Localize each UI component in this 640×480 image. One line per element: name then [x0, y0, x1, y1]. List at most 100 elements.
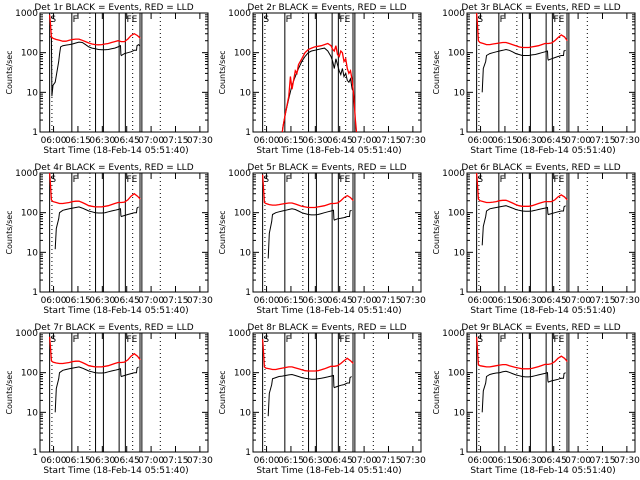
y-axis-label: Counts/sec: [432, 370, 441, 414]
y-tick-label: 1000: [228, 169, 251, 179]
y-tick-label: 100: [448, 209, 465, 219]
x-tick-label: 07:30: [614, 296, 640, 306]
events-series-line: [54, 206, 139, 250]
y-tick-label: 1000: [228, 9, 251, 19]
annotation-f: F: [500, 175, 505, 185]
annotation-s: S: [50, 335, 56, 345]
x-tick-label: 06:45: [114, 296, 140, 306]
plot-frame: [39, 332, 209, 453]
y-tick-label: 1: [459, 288, 465, 298]
x-tick-label: 07:15: [590, 136, 616, 146]
x-tick-label: 07:30: [614, 136, 640, 146]
x-tick-label: 07:30: [187, 296, 213, 306]
annotation-s: S: [263, 335, 269, 345]
x-tick-label: 06:30: [516, 296, 542, 306]
annotation-s: S: [50, 15, 56, 25]
chart-panel-3: Det 3r BLACK = Events, RED = LLD 1 10 100 10…: [432, 3, 640, 156]
x-tick-label: 07:15: [376, 296, 402, 306]
x-tick-label: 06:00: [41, 456, 67, 466]
chart-title: Det 9r BLACK = Events, RED = LLD: [461, 323, 620, 333]
lld-series-line: [475, 336, 568, 370]
chart-panel-2: Det 2r BLACK = Events, RED = LLD 1 10 100 10…: [218, 3, 426, 156]
y-tick-label: 100: [234, 49, 251, 59]
y-tick-label: 100: [21, 209, 38, 219]
x-tick-label: 07:15: [163, 296, 189, 306]
y-tick-label: 1000: [15, 329, 38, 339]
x-tick-label: 06:15: [492, 296, 518, 306]
x-axis-label: Start Time (18-Feb-14 05:51:40): [470, 146, 615, 156]
x-axis-label: Start Time (18-Feb-14 05:51:40): [256, 146, 401, 156]
x-axis-label: Start Time (18-Feb-14 05:51:40): [43, 306, 188, 316]
x-tick-label: 06:15: [278, 296, 304, 306]
events-series-line: [281, 47, 355, 132]
y-tick-label: 10: [27, 408, 39, 418]
x-tick-label: 07:30: [187, 136, 213, 146]
chart-panel-4: Det 4r BLACK = Events, RED = LLD 1 10 100 10…: [5, 163, 213, 316]
x-tick-label: 06:30: [89, 456, 115, 466]
chart-panel-1: Det 1r BLACK = Events, RED = LLD 1 10 100 10…: [5, 3, 213, 156]
x-tick-label: 07:15: [163, 456, 189, 466]
x-tick-label: 07:00: [138, 296, 164, 306]
chart-title: Det 4r BLACK = Events, RED = LLD: [34, 163, 193, 173]
annotation-fe: FE: [553, 15, 564, 25]
x-tick-label: 06:00: [254, 296, 280, 306]
events-series-line: [267, 373, 352, 417]
plot-frame: [252, 172, 422, 293]
y-tick-label: 10: [27, 88, 39, 98]
annotation-s: S: [477, 175, 483, 185]
x-tick-label: 06:45: [114, 456, 140, 466]
y-tick-label: 1000: [228, 329, 251, 339]
x-tick-label: 06:00: [468, 296, 494, 306]
annotation-f: F: [500, 15, 505, 25]
y-tick-label: 100: [21, 49, 38, 59]
x-tick-label: 07:15: [376, 136, 402, 146]
x-tick-label: 06:30: [89, 296, 115, 306]
y-tick-label: 1: [245, 128, 251, 138]
lld-series-line: [48, 14, 141, 46]
x-axis-label: Start Time (18-Feb-14 05:51:40): [470, 466, 615, 476]
annotation-f: F: [73, 15, 78, 25]
y-tick-label: 100: [234, 369, 251, 379]
x-tick-label: 06:45: [541, 456, 567, 466]
events-series-line: [481, 205, 566, 246]
y-axis-label: Counts/sec: [432, 210, 441, 254]
x-tick-label: 07:00: [565, 456, 591, 466]
chart-panel-9: Det 9r BLACK = Events, RED = LLD 1 10 100 10…: [432, 323, 640, 476]
x-tick-label: 07:30: [187, 456, 213, 466]
annotation-fe: FE: [553, 175, 564, 185]
x-tick-label: 06:00: [468, 456, 494, 466]
events-series-line: [481, 48, 566, 93]
lld-series-line: [281, 42, 358, 132]
x-axis-label: Start Time (18-Feb-14 05:51:40): [256, 306, 401, 316]
x-tick-label: 06:45: [114, 136, 140, 146]
x-tick-label: 06:30: [516, 456, 542, 466]
x-tick-label: 06:00: [41, 136, 67, 146]
x-tick-label: 06:00: [254, 456, 280, 466]
x-tick-label: 06:15: [65, 456, 91, 466]
plot-frame: [252, 332, 422, 453]
annotation-f: F: [73, 175, 78, 185]
y-tick-label: 1: [245, 448, 251, 458]
x-tick-label: 07:00: [351, 296, 377, 306]
x-tick-label: 06:00: [254, 136, 280, 146]
y-tick-label: 10: [454, 88, 466, 98]
x-tick-label: 06:45: [327, 136, 353, 146]
y-tick-label: 1: [32, 288, 38, 298]
x-tick-label: 07:00: [138, 136, 164, 146]
annotation-f: F: [286, 15, 291, 25]
y-tick-label: 1: [32, 128, 38, 138]
chart-title: Det 7r BLACK = Events, RED = LLD: [34, 323, 193, 333]
annotation-s: S: [50, 175, 56, 185]
x-tick-label: 07:30: [400, 456, 426, 466]
x-tick-label: 06:30: [302, 296, 328, 306]
chart-title: Det 6r BLACK = Events, RED = LLD: [461, 163, 620, 173]
x-tick-label: 06:45: [327, 456, 353, 466]
y-tick-label: 1000: [442, 169, 465, 179]
annotation-s: S: [263, 15, 269, 25]
x-axis-label: Start Time (18-Feb-14 05:51:40): [256, 466, 401, 476]
lld-series-line: [261, 339, 354, 372]
annotation-fe: FE: [339, 15, 350, 25]
chart-title: Det 3r BLACK = Events, RED = LLD: [461, 3, 620, 13]
y-tick-label: 100: [21, 369, 38, 379]
